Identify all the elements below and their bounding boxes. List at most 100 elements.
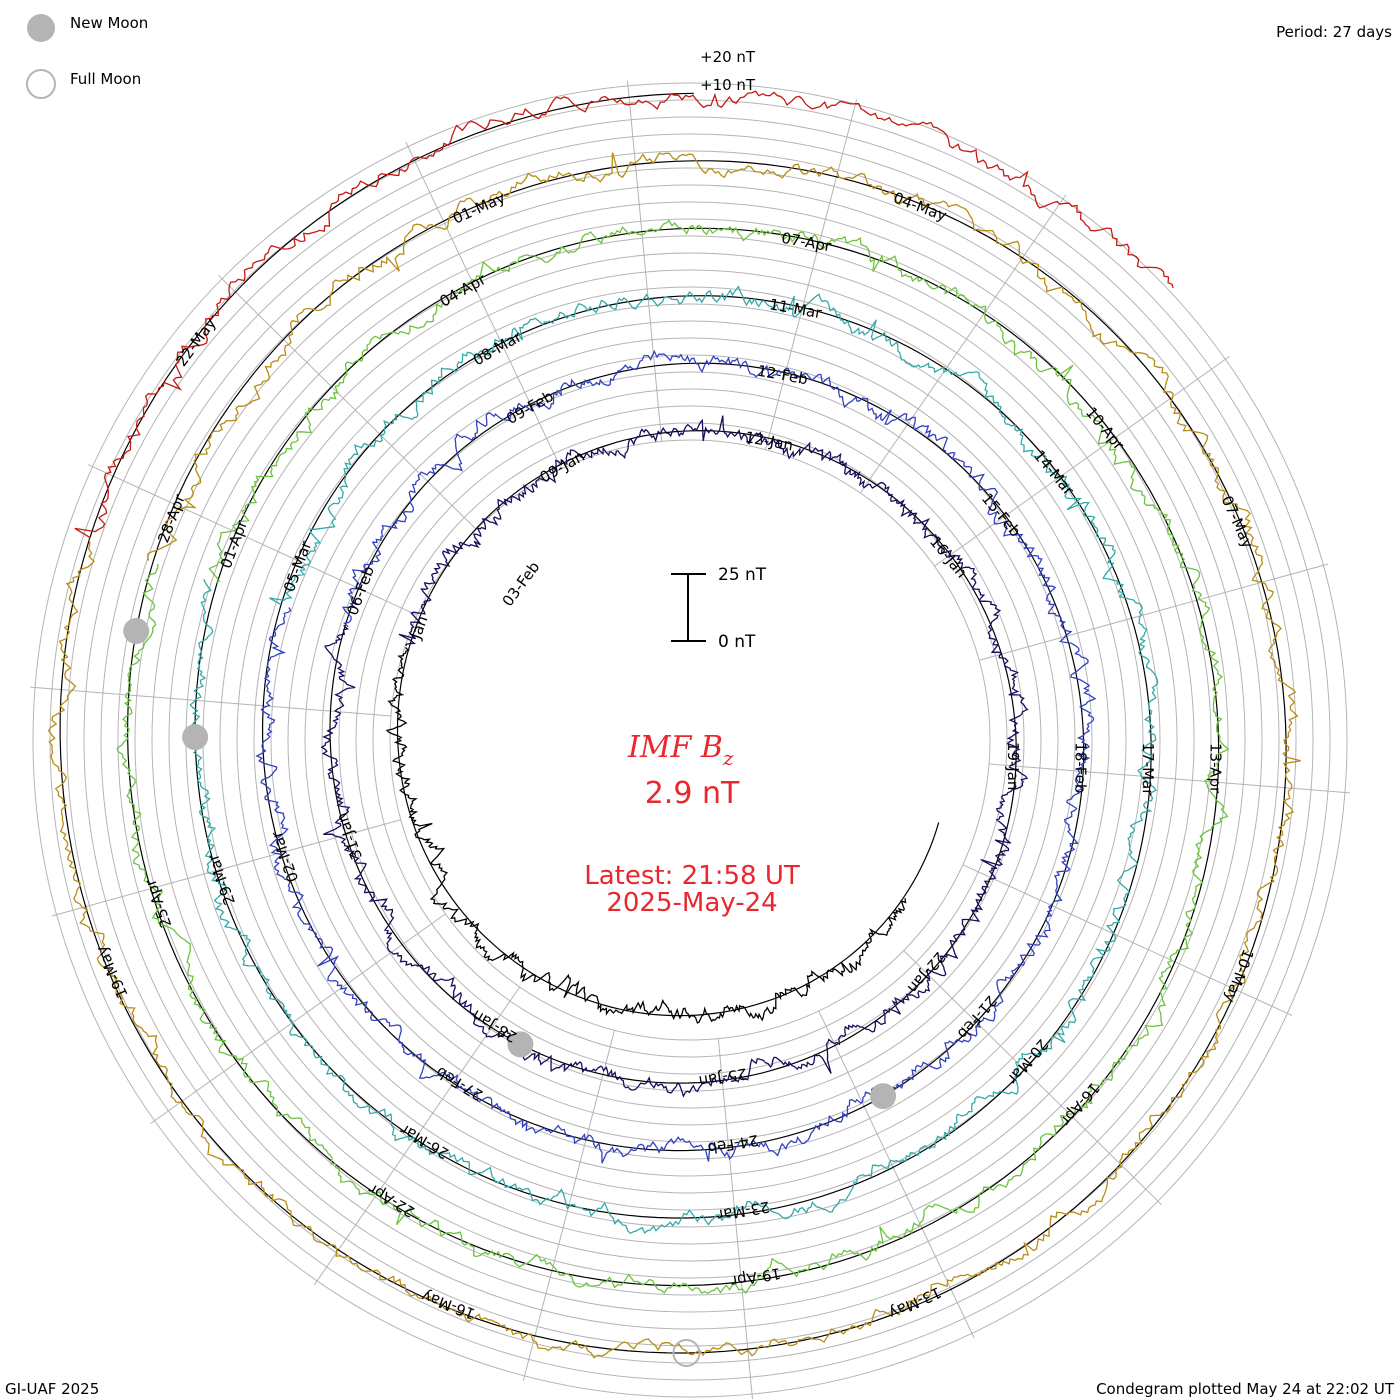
grid-spoke: [818, 1010, 975, 1339]
grid-spoke: [989, 763, 1350, 794]
grid-ring: [219, 269, 1161, 1211]
date-label: 01-Apr: [217, 517, 252, 571]
date-label: 18-Feb: [1071, 742, 1089, 793]
full-moon-marker: [672, 1338, 701, 1367]
date-label: 01-May: [450, 188, 508, 227]
new-moon-marker: [182, 724, 209, 751]
credit-label: GI-UAF 2025: [5, 1380, 100, 1398]
date-label: 11-Mar: [768, 295, 824, 322]
latest-date: 2025-May-24: [606, 888, 777, 918]
grid-spoke: [51, 819, 401, 917]
date-label: 04-May: [891, 189, 949, 225]
date-label: 25-Jan: [697, 1064, 748, 1090]
grid-spoke: [765, 99, 858, 450]
date-label: 07-May: [1218, 493, 1257, 551]
date-label: Jan: [406, 613, 431, 642]
center-title-sub: z: [722, 746, 734, 770]
grid-spoke: [627, 80, 663, 442]
grid-spoke: [87, 464, 418, 616]
date-label: 04-Apr: [437, 270, 490, 311]
full-moon-legend-label: Full Moon: [70, 70, 141, 88]
series-rev-6: [47, 152, 1301, 1359]
grid-ring: [134, 184, 1246, 1296]
latest-time: Latest: 21:58 UT: [584, 861, 800, 891]
date-label: 13-Apr: [1206, 743, 1224, 794]
series-rev-7: [74, 90, 1174, 541]
scale-bar: 25 nT 0 nT: [671, 565, 767, 652]
legend: New Moon Full Moon: [26, 14, 148, 99]
series-rev-3: [255, 349, 1097, 1164]
new-moon-legend-label: New Moon: [70, 14, 148, 32]
grid-spoke: [979, 563, 1329, 661]
grid-spoke: [859, 194, 1067, 494]
grid-ring: [253, 303, 1127, 1177]
date-label: 19-Jan: [1004, 742, 1022, 791]
date-label: 21-Feb: [954, 992, 1001, 1043]
grid-ring: [168, 218, 1212, 1262]
date-label: 09-Jan: [537, 447, 588, 487]
grid-ring: [270, 320, 1110, 1160]
scale-plus10-label: +10 nT: [700, 76, 756, 94]
center-value: 2.9 nT: [645, 776, 740, 811]
grid-spoke: [903, 950, 1162, 1206]
date-label: 24-Feb: [706, 1131, 759, 1157]
scale-plus20-label: +20 nT: [700, 48, 756, 66]
grid-ring: [389, 439, 991, 1041]
series-rev-4: [188, 285, 1159, 1235]
full-moon-legend-icon: [26, 69, 56, 99]
date-label: 16-Apr: [1057, 1079, 1104, 1130]
new-moon-marker: [870, 1083, 897, 1110]
date-label: 29-Mar: [204, 851, 239, 908]
grid-ring: [66, 116, 1314, 1364]
date-label: 23-Mar: [715, 1198, 771, 1225]
series-rev-2: [320, 415, 1029, 1098]
grid-spoke: [218, 274, 477, 530]
date-label: 08-Mar: [470, 327, 526, 369]
date-label: 10-May: [1221, 947, 1257, 1005]
date-label: 15-Feb: [978, 490, 1024, 541]
date-label: 14-Mar: [1030, 447, 1078, 500]
date-label: 07-Apr: [780, 229, 833, 256]
date-label: 22-May: [172, 314, 219, 369]
zero-baselines: [59, 92, 1287, 1354]
grid-spoke: [962, 864, 1293, 1016]
date-label: 17-Mar: [1139, 743, 1157, 797]
series-rev-5: [116, 219, 1230, 1295]
grid-ring: [49, 99, 1331, 1381]
grid-ring: [117, 167, 1263, 1313]
date-label: 16-May: [419, 1287, 477, 1323]
center-title: IMF Bz: [627, 730, 734, 770]
grid-ring: [321, 371, 1059, 1109]
date-label: 03-Feb: [499, 558, 544, 610]
grid-ring: [83, 133, 1297, 1347]
grid-ring: [100, 150, 1280, 1330]
grid-spoke: [150, 913, 446, 1125]
new-moon-legend-icon: [27, 14, 55, 42]
grid-spokes: [30, 80, 1350, 1400]
new-moon-marker: [123, 618, 150, 645]
moon-markers: [123, 618, 897, 1367]
grid-spoke: [934, 355, 1230, 567]
grid-spoke: [717, 1038, 753, 1400]
grid-spoke: [405, 141, 562, 470]
center-title-main: IMF B: [627, 730, 723, 765]
bz-series: [47, 90, 1301, 1359]
grid-ring: [236, 286, 1144, 1194]
scale-bar-bottom-label: 0 nT: [718, 632, 756, 652]
date-label: 10-Apr: [1082, 404, 1128, 455]
date-label: 09-Feb: [503, 387, 556, 428]
date-label: 19-Apr: [729, 1264, 782, 1290]
grid-ring: [32, 82, 1348, 1398]
date-label: 02-Mar: [267, 828, 302, 885]
period-label: Period: 27 days: [1276, 23, 1392, 41]
date-label: 28-Apr: [154, 491, 189, 545]
scale-bar-top-label: 25 nT: [718, 565, 767, 585]
grid-ring: [355, 405, 1025, 1075]
zero-baseline: [59, 92, 1287, 1354]
date-label: 20-Mar: [1003, 1036, 1051, 1089]
grid-ring: [151, 201, 1229, 1279]
date-label: 25-Apr: [141, 876, 175, 930]
date-label: 19-May: [92, 943, 131, 1001]
series-rev-1: [385, 647, 907, 1024]
